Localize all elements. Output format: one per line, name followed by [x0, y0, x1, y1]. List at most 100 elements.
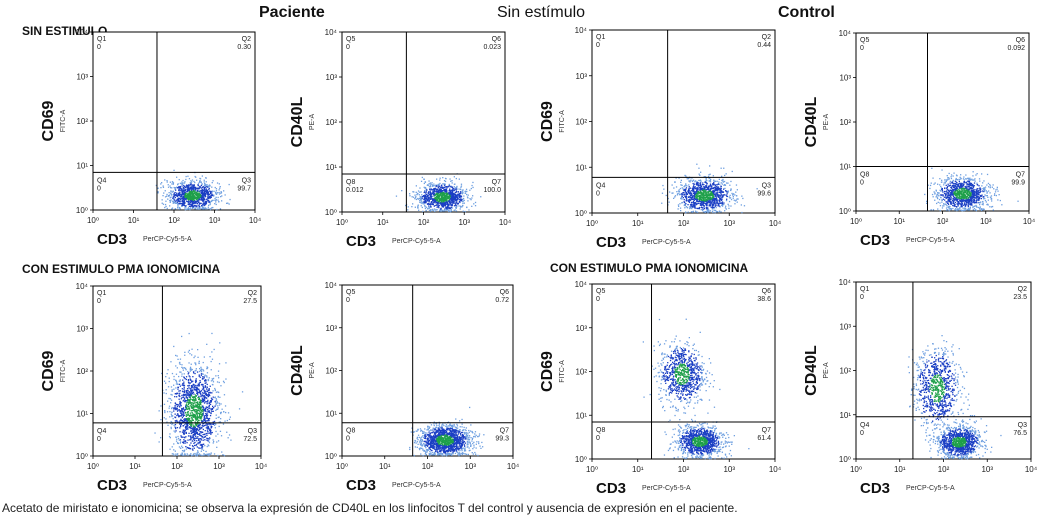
event-dot	[183, 187, 185, 189]
event-dot	[191, 448, 194, 450]
event-dot	[424, 200, 426, 203]
event-dot	[948, 178, 950, 180]
event-dot	[989, 185, 992, 187]
x-axis-sublabel: PerCP-Cy5-5-A	[392, 238, 441, 245]
event-dot	[984, 189, 986, 192]
event-dot	[717, 189, 719, 191]
event-dot	[169, 181, 171, 183]
event-dot	[721, 197, 723, 199]
event-dot	[212, 439, 214, 441]
event-dot	[171, 423, 173, 426]
event-dot	[455, 207, 457, 209]
x-tick-label: 10⁴	[499, 218, 512, 227]
event-dot	[988, 186, 990, 188]
event-dot	[671, 192, 673, 194]
event-dot	[453, 205, 456, 207]
quadrant-value: 0	[97, 185, 101, 192]
event-dot	[203, 190, 205, 192]
event-dot	[966, 190, 968, 192]
event-dot	[972, 205, 974, 208]
quadrant-value: 0.44	[757, 42, 771, 49]
event-dot	[730, 189, 732, 191]
event-dot	[166, 195, 168, 197]
event-dot	[189, 208, 191, 211]
event-dot	[214, 203, 216, 205]
event-dot	[711, 208, 714, 210]
event-dot	[202, 197, 204, 200]
event-dot	[160, 183, 162, 185]
event-dot	[181, 192, 183, 194]
event-dot	[457, 188, 459, 190]
event-dot	[961, 182, 963, 184]
event-dot	[424, 204, 426, 207]
event-dot	[421, 196, 424, 198]
event-dot	[705, 190, 707, 192]
event-dot	[707, 201, 709, 203]
event-dot	[691, 211, 693, 213]
event-dot	[715, 188, 717, 190]
event-dot	[187, 190, 189, 192]
event-dot	[181, 200, 183, 203]
event-dot	[203, 418, 205, 421]
event-dot	[715, 189, 718, 191]
event-dot	[979, 204, 981, 206]
event-dot	[443, 180, 446, 182]
event-dot	[721, 204, 723, 206]
event-dot	[200, 438, 202, 440]
event-dot	[201, 193, 204, 195]
event-dot	[718, 181, 720, 183]
event-dot	[182, 367, 184, 369]
event-dot	[685, 196, 687, 198]
event-dot	[963, 197, 965, 199]
event-dot	[432, 208, 434, 211]
y-tick-label: 10⁴	[839, 29, 852, 38]
event-dot	[188, 386, 190, 388]
event-dot	[945, 207, 948, 209]
quadrant-value: 0	[596, 190, 600, 197]
event-dot	[203, 196, 205, 198]
event-dot	[197, 187, 199, 189]
event-dot	[464, 190, 466, 193]
event-dot	[957, 209, 959, 211]
event-dot	[700, 182, 702, 184]
event-dot	[936, 194, 938, 196]
event-dot	[204, 195, 207, 197]
event-dot	[955, 199, 957, 201]
event-dot	[178, 179, 180, 181]
event-dot	[471, 205, 473, 207]
event-dot	[197, 443, 199, 445]
event-dot	[203, 181, 205, 183]
event-dot	[199, 178, 202, 180]
event-dot	[201, 186, 204, 189]
event-dot	[719, 195, 721, 197]
event-dot	[439, 188, 441, 190]
event-dot	[741, 195, 743, 197]
y-tick-label: 10²	[839, 118, 851, 127]
event-dot	[163, 192, 165, 194]
event-dot	[427, 203, 429, 205]
event-dot	[395, 195, 398, 197]
event-dot	[973, 205, 976, 207]
event-dot	[982, 201, 984, 203]
event-dot	[454, 193, 456, 196]
event-dot	[438, 189, 441, 191]
event-dot	[678, 191, 681, 193]
event-dot	[421, 197, 423, 199]
event-dot	[200, 384, 203, 386]
event-dot	[706, 210, 708, 212]
event-dot	[423, 196, 426, 198]
event-dot	[173, 192, 175, 194]
event-dot	[197, 425, 200, 427]
event-dot	[929, 184, 932, 187]
event-dot	[681, 187, 683, 189]
event-dot	[448, 198, 450, 201]
event-dot	[449, 194, 451, 196]
event-dot	[442, 177, 444, 179]
event-dot	[442, 196, 445, 198]
event-dot	[434, 194, 436, 196]
event-dot	[208, 187, 210, 189]
event-dot	[447, 208, 449, 210]
event-dot	[229, 416, 231, 418]
event-dot	[173, 408, 175, 410]
event-dot	[448, 190, 450, 192]
